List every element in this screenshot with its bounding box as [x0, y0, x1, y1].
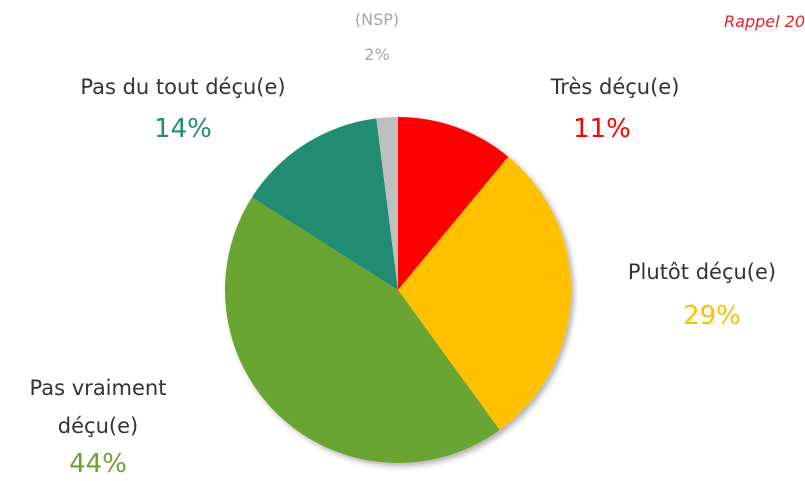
value-label: 29%	[683, 301, 741, 331]
pie	[225, 117, 571, 463]
pie-slice	[398, 156, 571, 430]
pie-slice	[376, 117, 398, 290]
slice-label: Très déçu(e)	[550, 75, 680, 99]
slice-label: Plutôt déçu(e)	[627, 260, 777, 284]
slice-label: Pas du tout déçu(e)	[80, 75, 286, 99]
value-label: 14%	[154, 114, 212, 144]
pie-slice	[251, 118, 398, 290]
value-label: 44%	[69, 449, 127, 479]
slice-label: Pas vraiment déçu(e)	[29, 376, 167, 438]
value-label: 11%	[573, 114, 631, 144]
slice-label: (NSP)	[354, 10, 400, 29]
value-label: 2%	[364, 45, 390, 64]
pie-slice	[225, 197, 500, 463]
note: Rappel 20	[724, 12, 805, 31]
pie-slice	[398, 117, 509, 290]
